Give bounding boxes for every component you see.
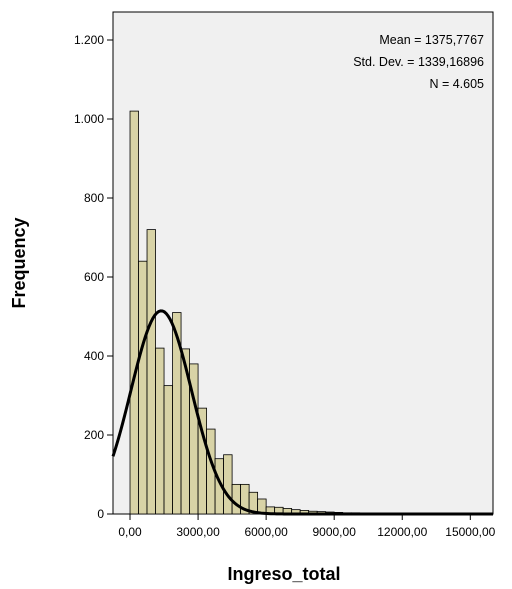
histogram-bar xyxy=(231,483,242,515)
histogram-bar xyxy=(223,454,233,515)
histogram-bar xyxy=(138,260,148,515)
x-tick-label: 15000,00 xyxy=(445,525,495,539)
y-axis-title: Frequency xyxy=(9,217,29,308)
x-tick-label: 0,00 xyxy=(118,525,142,539)
stat-mean: Mean = 1375,7767 xyxy=(379,33,484,47)
bars-group xyxy=(129,110,488,515)
histogram-bar xyxy=(163,385,173,515)
normal-curve xyxy=(111,309,493,516)
x-tick-label: 9000,00 xyxy=(312,525,356,539)
stat-std-dev: Std. Dev. = 1339,16896 xyxy=(353,55,484,69)
y-tick-label: 200 xyxy=(84,428,104,442)
histogram-bar xyxy=(155,347,165,515)
x-axis-title: Ingreso_total xyxy=(227,564,340,584)
x-tick-label: 3000,00 xyxy=(176,525,220,539)
y-tick-label: 800 xyxy=(84,191,104,205)
y-tick-label: 1.200 xyxy=(74,33,104,47)
histogram-bar xyxy=(146,229,156,515)
x-tick-label: 12000,00 xyxy=(377,525,427,539)
stat-n: N = 4.605 xyxy=(429,77,484,91)
y-tick-label: 0 xyxy=(97,507,104,521)
y-tick-label: 600 xyxy=(84,270,104,284)
histogram-bar xyxy=(129,110,139,515)
x-axis: 0,00 3000,00 6000,00 9000,00 12000,00 15000,0… xyxy=(118,514,496,539)
y-axis: 0 200 400 600 800 1.000 1.200 xyxy=(74,33,113,521)
y-tick-label: 400 xyxy=(84,349,104,363)
x-tick-label: 6000,00 xyxy=(244,525,288,539)
y-tick-label: 1.000 xyxy=(74,112,104,126)
